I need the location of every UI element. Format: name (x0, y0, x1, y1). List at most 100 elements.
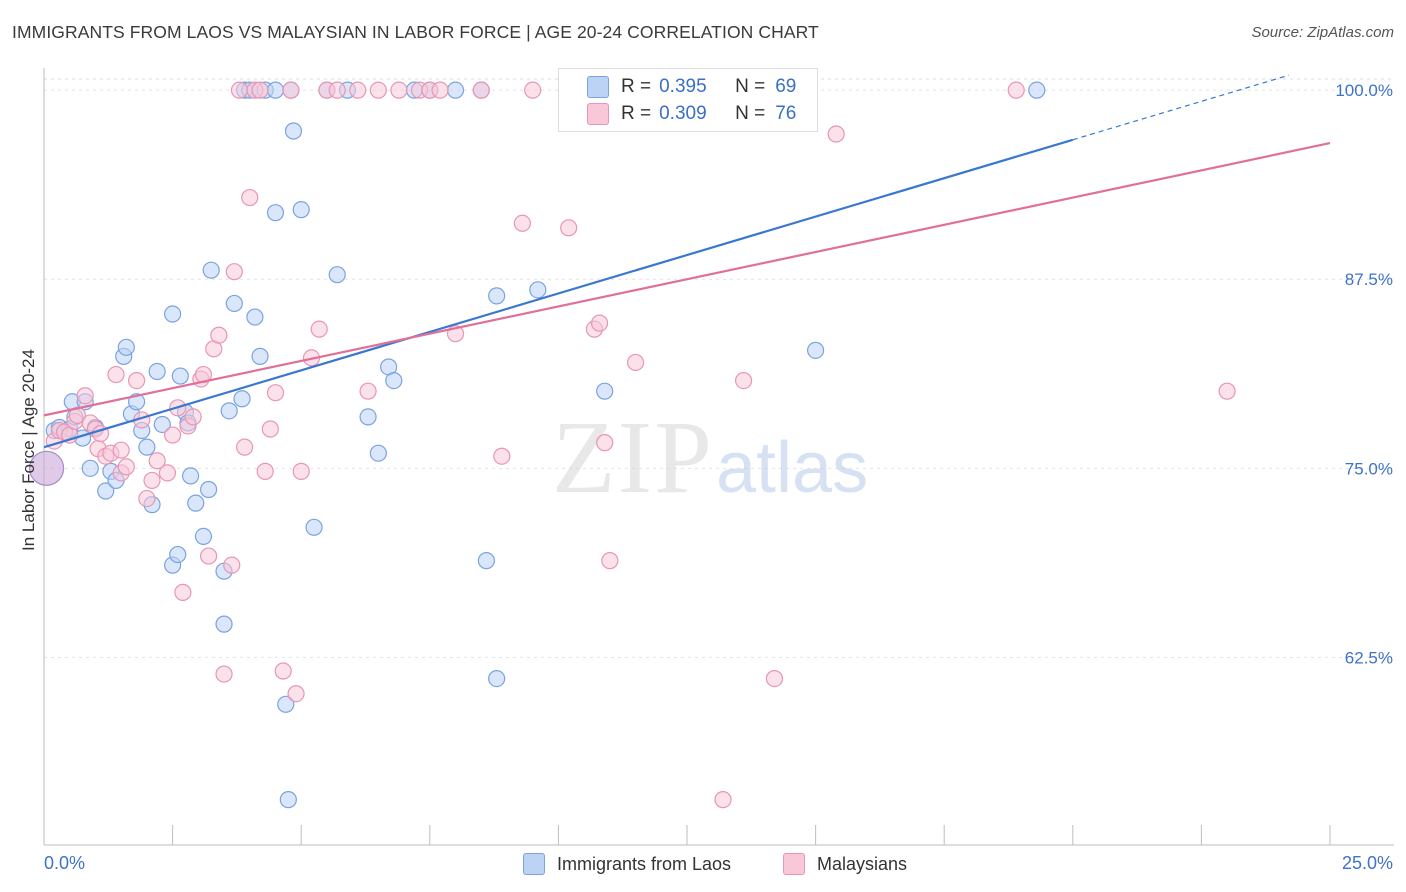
malaysians-point (1218, 382, 1236, 400)
malaysians-point (369, 81, 387, 99)
malaysians-point (138, 489, 156, 508)
laos-point (138, 438, 156, 456)
laos-point (200, 480, 218, 499)
laos-point (220, 402, 238, 420)
legend-r-key: R = (621, 76, 652, 97)
tick-labels: 100.0% 87.5% 75.0% 62.5% 0.0% 25.0% (44, 81, 1393, 873)
laos-point (169, 545, 187, 564)
laos-point (266, 204, 285, 222)
malaysians-point (431, 81, 449, 99)
laos-point (127, 393, 146, 411)
series-laos-points (28, 81, 1046, 809)
legend-swatch-laos (587, 76, 609, 98)
legend-n-key: N = (735, 76, 766, 97)
malaysians-point (292, 462, 310, 480)
laos-point (359, 408, 377, 426)
laos-point (488, 670, 506, 688)
malaysians-point (158, 464, 177, 482)
x-tick-label: 0.0% (44, 853, 85, 873)
watermark: ZIP atlas (552, 400, 868, 515)
malaysians-point (274, 662, 292, 680)
malaysians-point (256, 462, 274, 480)
series-malaysians-points (45, 81, 1236, 809)
laos-point (328, 266, 346, 284)
laos-point (117, 338, 135, 356)
malaysians-point (328, 81, 346, 99)
y-axis-label: In Labor Force | Age 20-24 (19, 349, 38, 551)
chart-title: IMMIGRANTS FROM LAOS VS MALAYSIAN IN LAB… (12, 22, 819, 42)
y-tick-label: 62.5% (1345, 648, 1393, 667)
laos-point (529, 281, 547, 299)
laos-point (292, 201, 310, 219)
laos-point (246, 308, 264, 326)
y-tick-label: 75.0% (1345, 459, 1393, 478)
malaysians-point (266, 384, 285, 402)
legend-row-laos: R = 0.395 N = 69 (559, 74, 796, 100)
malaysians-point (493, 447, 511, 465)
malaysians-point (143, 471, 161, 490)
malaysians-point (223, 556, 241, 574)
malaysians-point (560, 219, 578, 237)
malaysians-point (310, 320, 328, 338)
malaysians-point (626, 353, 645, 372)
laos-point (81, 459, 99, 477)
malaysians-point (236, 438, 254, 456)
malaysians-point (1007, 81, 1025, 99)
malaysians-point (390, 81, 408, 99)
bottom-legend-swatch-malaysians (783, 853, 805, 875)
laos-point (266, 81, 285, 99)
malaysians-point (472, 81, 490, 99)
stats-legend: R = 0.395 N = 69 R = 0.309 N = 76 (558, 68, 818, 132)
legend-n-value: 69 (775, 76, 797, 97)
laos-point (1028, 81, 1046, 99)
malaysians-point (76, 387, 94, 405)
malaysians-point (827, 125, 845, 143)
malaysians-point (225, 263, 243, 281)
laos-point (488, 287, 506, 305)
laos-point (153, 415, 171, 434)
legend-r-value: 0.309 (659, 103, 707, 124)
bottom-legend-malaysians: Malaysians (783, 852, 907, 876)
trend-lines (43, 74, 1331, 449)
legend-n-value: 76 (775, 103, 797, 124)
trend-line-laos (43, 138, 1074, 449)
legend-n-key: N = (735, 103, 766, 124)
laos-point (194, 527, 213, 546)
malaysians-point (215, 665, 233, 683)
laos-point (202, 261, 220, 279)
malaysians-point (590, 314, 609, 332)
malaysians-point (174, 583, 192, 601)
malaysians-point (230, 81, 249, 99)
bottom-legend-swatch-laos (523, 853, 545, 875)
laos-point (148, 362, 166, 381)
laos-point (171, 367, 189, 385)
laos-point (305, 518, 323, 536)
malaysians-point (127, 371, 146, 390)
laos-point (182, 467, 200, 485)
laos-point (187, 494, 205, 512)
bottom-legend-laos: Immigrants from Laos (523, 852, 731, 876)
malaysians-point (107, 365, 125, 384)
y-axis-label-wrap: In Labor Force | Age 20-24 (14, 320, 44, 580)
laos-point (97, 482, 115, 500)
malaysians-point (251, 81, 269, 99)
laos-point (596, 382, 614, 400)
malaysians-point (359, 382, 377, 400)
source-label: Source: ZipAtlas.com (1251, 24, 1394, 41)
bottom-legend-label-malaysians: Malaysians (817, 853, 908, 874)
laos-point (806, 341, 825, 359)
malaysians-point (112, 441, 130, 459)
trend-line-laos-dashed (1072, 74, 1290, 141)
malaysians-point (241, 188, 259, 207)
legend-row-malaysians: R = 0.309 N = 76 (559, 101, 796, 127)
grid-lines (44, 78, 1394, 658)
x-tick-label: 25.0% (1342, 853, 1393, 873)
malaysians-point (210, 326, 228, 344)
laos-point (164, 305, 182, 323)
axes (43, 68, 1394, 846)
malaysians-point (200, 547, 218, 565)
malaysians-point (287, 685, 305, 703)
laos-point (277, 695, 295, 713)
malaysians-point (734, 371, 753, 390)
